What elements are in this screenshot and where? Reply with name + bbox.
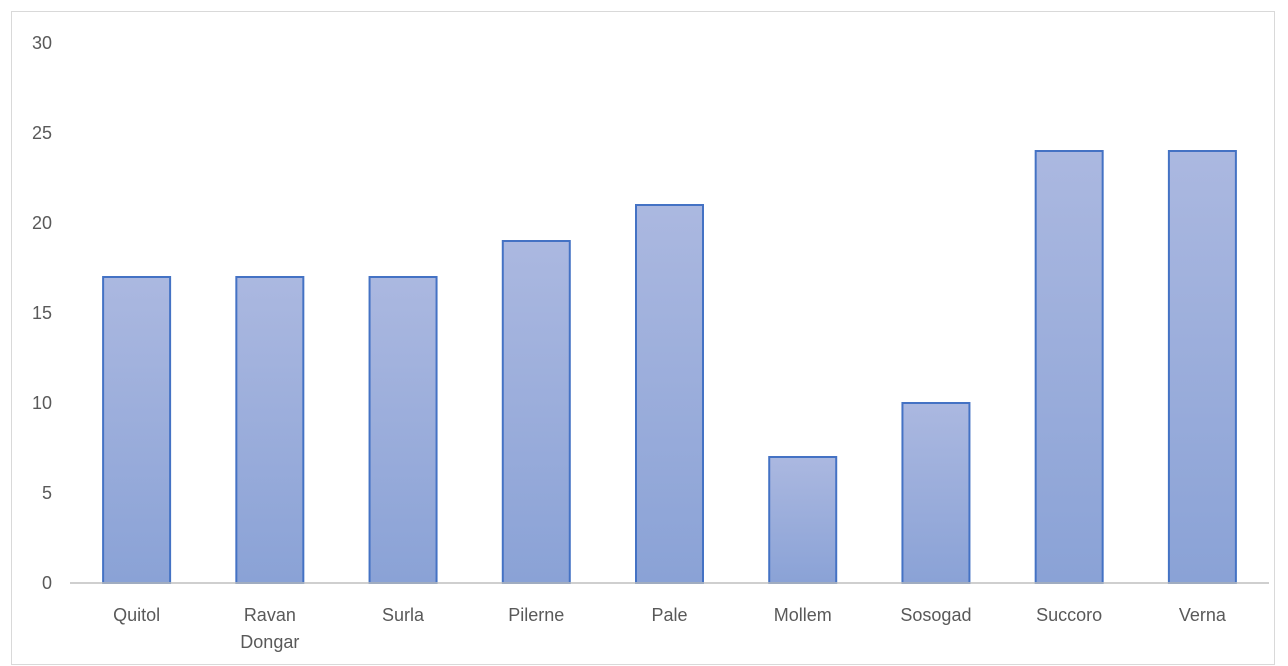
y-tick-label: 5 (42, 483, 52, 503)
y-tick-label: 20 (32, 213, 52, 233)
bar (635, 204, 704, 584)
y-axis-ticks: 0 5 10 15 20 25 30 (32, 33, 52, 593)
bar-series (102, 150, 1237, 584)
x-axis-ticks: Quitol Ravan Dongar Surla Pilerne Pale Mollem S… (113, 605, 1227, 652)
y-tick-label: 10 (32, 393, 52, 413)
x-tick-label: Pale (651, 605, 687, 625)
x-tick-label: Quitol (113, 605, 160, 625)
y-tick-label: 30 (32, 33, 52, 53)
x-tick-label: Sosogad (900, 605, 971, 625)
x-tick-label: Pilerne (508, 605, 564, 625)
x-tick-label: Succoro (1036, 605, 1102, 625)
y-tick-label: 25 (32, 123, 52, 143)
x-tick-label: Mollem (774, 605, 832, 625)
bar (768, 456, 838, 584)
y-tick-label: 15 (32, 303, 52, 323)
bar (901, 402, 971, 584)
bar (501, 240, 571, 584)
bar (1167, 150, 1237, 584)
bar (1034, 150, 1104, 584)
x-tick-label: Surla (382, 605, 425, 625)
bar (102, 276, 172, 584)
bar (235, 276, 305, 584)
x-tick-label: Verna (1179, 605, 1227, 625)
x-tick-label: Ravan Dongar (240, 605, 299, 652)
bar (368, 276, 438, 584)
y-tick-label: 0 (42, 573, 52, 593)
